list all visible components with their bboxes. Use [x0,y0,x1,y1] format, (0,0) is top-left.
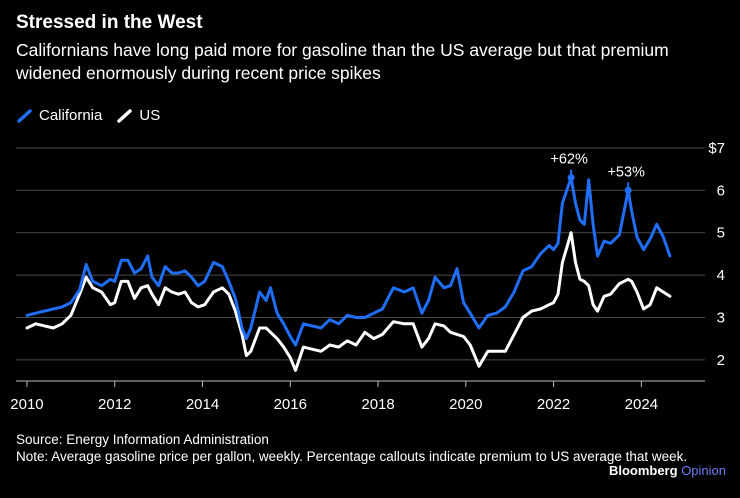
x-tick-label: 2022 [537,396,570,413]
y-tick-label: $7 [708,140,725,157]
y-tick-label: 3 [717,309,725,326]
footer: Source: Energy Information Administratio… [16,432,687,465]
x-tick-label: 2014 [186,396,219,413]
bloomberg-opinion-logo: Bloomberg Opinion [609,463,726,478]
y-tick-label: 4 [717,267,725,284]
brand-name: Bloomberg [608,463,678,478]
legend-item-us: US [116,107,160,124]
note-text: Note: Average gasoline price per gallon,… [16,448,688,464]
legend-swatch-us [117,108,133,123]
x-tick-label: 2024 [625,396,658,413]
series-line-us [25,231,672,372]
x-tick-label: 2020 [449,396,482,413]
y-tick-label: 2 [717,352,725,369]
annotation-label: +53% [607,164,645,180]
x-tick-label: 2012 [98,396,131,413]
annotation-label: +62% [550,152,588,168]
series-line-california [25,176,672,347]
source-text: Source: Energy Information Administratio… [16,432,269,447]
brand-suffix: Opinion [681,463,726,478]
legend-label-california: California [39,107,103,124]
chart-subtitle: Californians have long paid more for gas… [16,40,669,83]
annotation-marker [624,186,632,194]
legend: California US [16,107,174,124]
legend-label-us: US [139,107,161,124]
x-tick-label: 2018 [361,396,394,413]
y-tick-label: 6 [717,182,725,199]
legend-swatch-california [17,108,32,123]
chart-title: Stressed in the West [16,12,203,33]
x-tick-label: 2010 [10,396,43,413]
legend-item-california: California [16,107,102,124]
x-tick-label: 2016 [274,396,307,413]
y-tick-label: 5 [717,225,725,242]
annotation-marker [567,174,575,182]
